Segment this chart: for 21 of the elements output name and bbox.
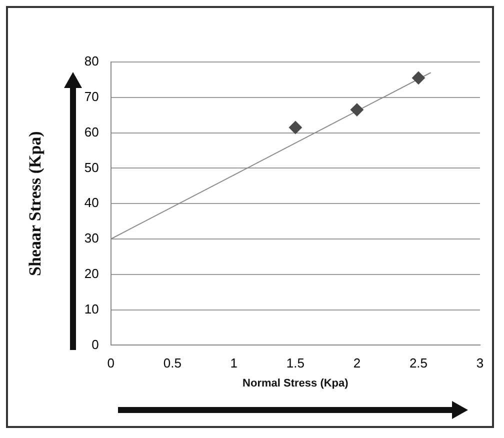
x-tick-label: 1.5	[286, 356, 304, 371]
y-tick-label: 20	[84, 266, 99, 281]
x-tick-label: 2.5	[409, 356, 428, 371]
y-tick-label: 70	[84, 88, 99, 104]
x-tick-label: 3	[476, 356, 484, 371]
x-tick-label: 0	[107, 356, 114, 371]
y-tick-label: 80	[84, 54, 99, 69]
x-tick-label: 1	[230, 356, 238, 371]
point	[288, 120, 302, 134]
x-tick-label: 2	[353, 356, 361, 371]
y-tick-label: 10	[84, 301, 99, 316]
x-tick-label: 0.5	[163, 356, 182, 371]
point	[350, 103, 364, 116]
y-tick-label: 30	[84, 230, 99, 246]
y-tick-label: 40	[84, 195, 99, 210]
y-tick-label: 50	[84, 160, 99, 175]
point	[412, 71, 425, 84]
x-axis-title: Normal Stress (Kpa)	[242, 377, 349, 390]
y-axis-title: Sheaar Stress (Kpa)	[26, 131, 45, 276]
y-tick-label: 0	[92, 336, 99, 352]
y-tick-label: 60	[84, 124, 99, 140]
